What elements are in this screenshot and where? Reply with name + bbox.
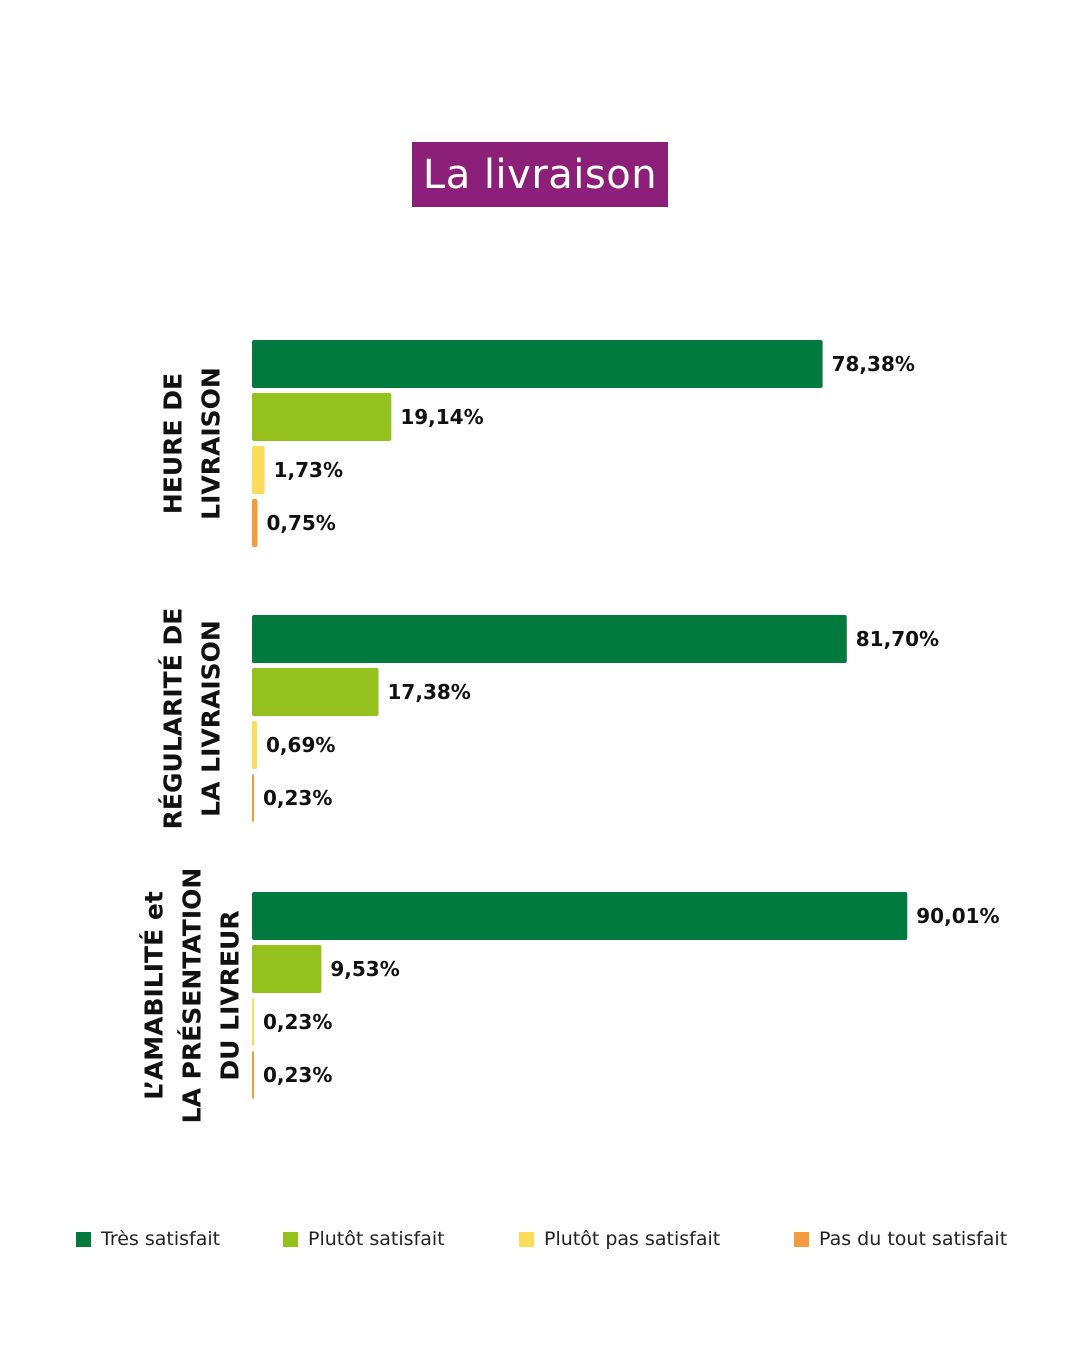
bar-plutot-pas-satisfait [252, 998, 254, 1046]
legend-item-tres-satisfait: Très satisfait [76, 1228, 220, 1250]
chart-title: La livraison [412, 142, 668, 207]
value-label: 0,69% [266, 733, 335, 757]
group-label-line: LA PRÉSENTATION [178, 868, 207, 1124]
value-label: 90,01% [916, 904, 999, 928]
value-label: 9,53% [330, 957, 399, 981]
bar-plutot-pas-satisfait [252, 721, 258, 769]
bar-tres-satisfait [252, 615, 847, 663]
legend-swatch [76, 1231, 91, 1247]
value-label: 19,14% [400, 405, 483, 429]
group-label-line: RÉGULARITÉ DE [159, 608, 188, 830]
bar-pas-du-tout-satisfait [252, 499, 258, 547]
legend-swatch [283, 1231, 298, 1247]
legend-label: Plutôt pas satisfait [544, 1228, 721, 1250]
bar-plutot-satisfait [252, 393, 392, 441]
bar-chart: HEURE DE LIVRAISON 78,38% 19,14% 1,73% 0,75% R… [140, 340, 1000, 1124]
bar-group-2: RÉGULARITÉ DE LA LIVRAISON 81,70% 17,38% 0,6… [159, 608, 940, 830]
group-label-line: DU LIVREUR [216, 910, 245, 1080]
legend-label: Pas du tout satisfait [819, 1228, 1008, 1250]
bar-group-3: L’AMABILITÉ et LA PRÉSENTATION DU LIVREUR 9… [140, 868, 1000, 1124]
legend-item-plutot-satisfait: Plutôt satisfait [283, 1228, 445, 1250]
bar-plutot-pas-satisfait [252, 446, 265, 494]
legend-swatch [519, 1231, 534, 1247]
value-label: 0,23% [263, 1063, 332, 1087]
value-label: 81,70% [856, 627, 939, 651]
value-label: 0,75% [266, 511, 335, 535]
value-label: 1,73% [274, 458, 343, 482]
bar-plutot-satisfait [252, 945, 322, 993]
legend-label: Plutôt satisfait [308, 1228, 445, 1250]
bar-tres-satisfait [252, 340, 823, 388]
legend-item-plutot-pas-satisfait: Plutôt pas satisfait [519, 1228, 720, 1250]
legend-item-pas-du-tout-satisfait: Pas du tout satisfait [794, 1228, 1007, 1250]
group-label-line: HEURE DE [159, 373, 188, 514]
group-label-line: LA LIVRAISON [197, 620, 226, 817]
bar-group-1: HEURE DE LIVRAISON 78,38% 19,14% 1,73% 0,75% [159, 340, 915, 547]
bar-pas-du-tout-satisfait [252, 774, 254, 822]
group-label-line: LIVRAISON [197, 367, 226, 520]
bar-pas-du-tout-satisfait [252, 1051, 254, 1099]
legend-label: Très satisfait [101, 1228, 221, 1250]
value-label: 0,23% [263, 1010, 332, 1034]
legend: Très satisfait Plutôt satisfait Plutôt p… [0, 1228, 1080, 1258]
legend-swatch [794, 1231, 809, 1247]
bar-tres-satisfait [252, 892, 908, 940]
value-label: 78,38% [832, 352, 915, 376]
value-label: 0,23% [263, 786, 332, 810]
value-label: 17,38% [388, 680, 471, 704]
bar-plutot-satisfait [252, 668, 379, 716]
group-label-line: L’AMABILITÉ et [140, 891, 169, 1100]
